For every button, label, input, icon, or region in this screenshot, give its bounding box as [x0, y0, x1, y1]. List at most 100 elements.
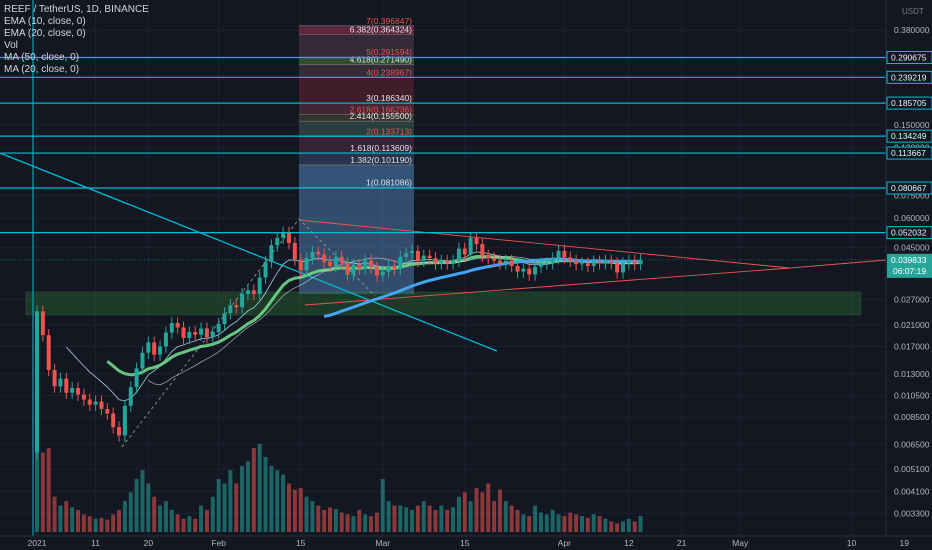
current-price-box: [887, 253, 932, 278]
legend-ema10[interactable]: EMA (10, close, 0): [4, 16, 86, 27]
price-tick-label: 0.008500: [894, 412, 930, 422]
volume-bar: [445, 509, 450, 532]
candle-body: [286, 232, 291, 243]
volume-bar: [111, 514, 116, 532]
legend-ema20[interactable]: EMA (20, close, 0): [4, 28, 86, 39]
dashed-swing-line: [121, 218, 376, 448]
time-axis-bg: [0, 536, 932, 550]
volume-bar: [216, 479, 221, 532]
volume-bar: [187, 516, 192, 532]
time-tick-label: 10: [847, 538, 857, 548]
candle-body: [240, 293, 245, 308]
candle-body: [521, 268, 526, 272]
volume-bar: [579, 516, 584, 532]
volume-bar: [550, 509, 555, 532]
price-tick-label: 0.003300: [894, 508, 930, 518]
volume-bar: [615, 523, 620, 532]
candle-body: [533, 266, 538, 275]
legend-vol[interactable]: Vol: [4, 40, 18, 51]
volume-bar: [351, 516, 356, 532]
volume-bar: [533, 505, 538, 532]
candle-body: [87, 399, 92, 405]
level-price-label: 0.185705: [891, 98, 927, 108]
volume-bar: [316, 505, 321, 532]
legend-ma50[interactable]: MA (50, close, 0): [4, 52, 80, 63]
candle-body: [480, 244, 485, 256]
candle-body: [591, 261, 596, 266]
volume-bar: [556, 514, 561, 532]
volume-bar: [70, 507, 75, 532]
price-tick-label: 0.027000: [894, 294, 930, 304]
volume-bar: [363, 514, 368, 532]
time-tick-label: 2021: [28, 538, 47, 548]
legend-ma20[interactable]: MA (20, close, 0): [4, 64, 80, 75]
level-price-box: [886, 51, 932, 64]
price-tick-label: 0.150000: [894, 120, 930, 130]
candle-body: [193, 332, 198, 335]
trendline-down: [0, 152, 498, 352]
fib-level-label: 5(0.291594): [366, 47, 412, 57]
candle-body: [234, 305, 239, 308]
price-tick-label: 0.013000: [894, 369, 930, 379]
candle-body: [615, 263, 620, 273]
candle-body: [122, 405, 127, 436]
candle-body: [140, 352, 145, 369]
time-tick-label: 19: [900, 538, 910, 548]
volume-bar: [638, 516, 643, 532]
volume-bar: [415, 505, 420, 532]
candle-body: [363, 260, 368, 269]
candle-body: [117, 427, 122, 436]
candle-body: [181, 327, 186, 338]
volume-bar: [58, 505, 63, 532]
price-tick-label: 0.075000: [894, 190, 930, 200]
volume-bar: [40, 452, 45, 532]
volume-bar: [175, 514, 180, 532]
volume-bar: [234, 483, 239, 532]
volume-bar: [492, 501, 497, 532]
level-price-box: [886, 70, 932, 84]
candle-body: [621, 263, 625, 273]
candle-body: [175, 323, 180, 328]
volume-bar: [568, 512, 573, 532]
volume-bar: [257, 443, 262, 532]
volume-bar: [497, 489, 502, 532]
time-tick-label: 12: [624, 538, 634, 548]
volume-bar: [585, 517, 590, 532]
candle-body: [81, 394, 86, 400]
volume-bar: [181, 518, 186, 532]
volume-bar: [122, 501, 127, 532]
volume-bar: [626, 518, 631, 532]
price-tick-label: 0.380000: [894, 25, 930, 35]
fib-level-label: 2(0.133713): [366, 127, 412, 137]
candle-body: [333, 256, 338, 266]
level-price-box: [886, 226, 932, 240]
candle-body: [52, 369, 57, 387]
fib-band: [299, 164, 414, 188]
level-price-label: 0.239219: [891, 72, 927, 82]
candle-body: [152, 342, 157, 355]
volume-bar: [310, 501, 315, 532]
fib-band: [299, 102, 414, 115]
volume-bar: [521, 514, 526, 532]
candle-body: [269, 245, 274, 262]
volume-bar: [439, 505, 444, 532]
volume-bar: [509, 505, 514, 532]
volume-bar: [451, 507, 456, 532]
volume-bar: [140, 470, 145, 532]
volume-bar: [544, 514, 549, 532]
candle-body: [64, 378, 69, 393]
candle-body: [328, 261, 332, 266]
candle-body: [451, 260, 456, 264]
volume-bar: [562, 516, 567, 532]
volume-bar: [93, 518, 98, 532]
candle-body: [398, 256, 403, 269]
price-tick-label: 0.004100: [894, 486, 930, 496]
candle-body: [550, 258, 555, 264]
candle-body: [93, 401, 98, 405]
candle-body: [105, 409, 110, 414]
candle-body: [257, 277, 262, 294]
price-tick-label: 0.017000: [894, 342, 930, 352]
candle-body: [304, 258, 309, 271]
candle-body: [374, 267, 379, 276]
